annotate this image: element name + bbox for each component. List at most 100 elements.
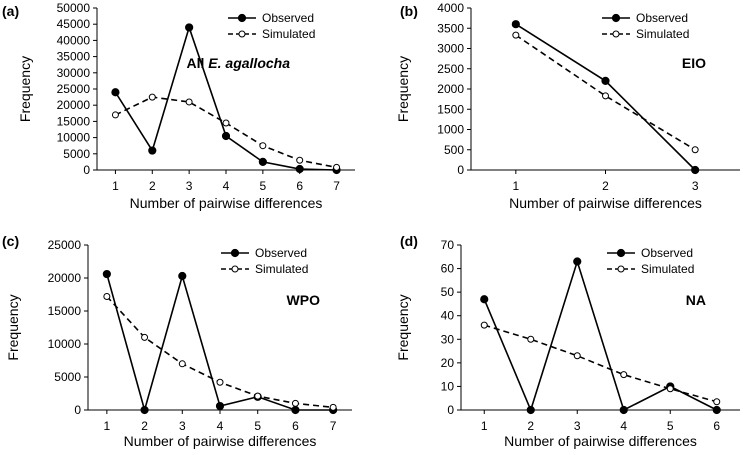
y-axis-label: Frequency <box>5 294 21 360</box>
chart-panel-3: (c) 0 5000 10000 15000 20000 25000 1 2 3 4 5 6 7 Numbe… <box>2 233 352 449</box>
annotation-text: EIO <box>682 55 706 71</box>
legend-label: Simulated <box>255 262 308 276</box>
y-tick-label: 60 <box>441 262 455 276</box>
y-tick-label: 25000 <box>57 82 91 96</box>
x-axis-label: Number of pairwise differences <box>509 195 702 211</box>
y-tick-label: 20000 <box>48 271 82 285</box>
chart-panel-2: (b) 0 500 1000 1500 2000 2500 3000 3500 4000 1 2 3 Nu… <box>395 1 740 211</box>
panel-label: (d) <box>400 233 418 249</box>
legend-label: Simulated <box>262 27 315 41</box>
observed-data-point <box>691 165 700 175</box>
legend-swatch-marker <box>612 30 620 38</box>
y-axis-label: Frequency <box>17 56 33 122</box>
observed-data-point <box>573 257 582 266</box>
simulated-data-point <box>111 111 119 119</box>
x-axis-label: Number of pairwise differences <box>130 195 323 211</box>
observed-data-point <box>185 23 194 32</box>
panel-annotation: EIO <box>682 55 706 71</box>
legend-label: Simulated <box>636 27 689 41</box>
simulated-data-point <box>573 352 581 360</box>
x-tick-label: 7 <box>333 179 340 193</box>
y-tick-label: 0 <box>83 163 90 177</box>
observed-series-line <box>483 258 718 413</box>
legend-label: Observed <box>255 246 307 260</box>
x-tick-label: 1 <box>481 419 488 433</box>
simulated-series-line <box>106 295 334 409</box>
panel-annotation: NA <box>686 292 706 308</box>
simulated-data-point <box>254 392 262 400</box>
annotation-text: NA <box>686 292 706 308</box>
y-tick-label: 10000 <box>57 131 91 145</box>
chart-panel-1: (a) 0 5000 10000 15000 20000 25000 30000 35000 40… <box>2 1 355 211</box>
y-tick-label: 70 <box>441 238 455 252</box>
simulated-data-point <box>691 146 699 154</box>
simulated-data-point <box>296 156 304 164</box>
legend-swatch-marker <box>611 13 621 23</box>
simulated-data-point <box>291 399 299 407</box>
y-tick-label: 30000 <box>57 66 91 80</box>
simulated-data-point <box>480 321 488 329</box>
simulated-data-point <box>713 398 721 406</box>
x-tick-label: 6 <box>713 419 720 433</box>
x-tick-label: 5 <box>667 419 674 433</box>
legend-swatch-marker <box>238 30 246 38</box>
y-tick-label: 3000 <box>437 42 464 56</box>
panel-label: (c) <box>2 233 19 249</box>
y-tick-label: 0 <box>457 163 464 177</box>
y-tick-label: 0 <box>447 403 454 417</box>
x-tick-label: 1 <box>512 179 519 193</box>
legend-swatch-marker <box>230 248 240 258</box>
x-tick-label: 2 <box>527 419 534 433</box>
x-tick-label: 6 <box>292 419 299 433</box>
y-tick-label: 1500 <box>437 102 464 116</box>
chart-panel-4: (d) 0 10 20 30 40 50 60 70 1 2 3 4 5 6 Number of pairwi… <box>395 233 740 449</box>
simulated-series-line <box>484 324 717 403</box>
simulated-data-point <box>216 378 224 386</box>
annotation-species: E. agallocha <box>208 55 290 71</box>
y-tick-label: 5000 <box>54 370 81 384</box>
y-tick-label: 35000 <box>57 50 91 64</box>
simulated-data-point <box>178 360 186 368</box>
y-tick-label: 25000 <box>48 238 82 252</box>
observed-data-point <box>178 271 187 281</box>
x-axis-label: Number of pairwise differences <box>504 433 697 449</box>
x-tick-label: 4 <box>223 179 230 193</box>
legend: Observed Simulated <box>228 11 315 41</box>
panel-annotation: WPO <box>287 292 321 308</box>
panel-label: (b) <box>400 3 418 19</box>
y-tick-label: 2500 <box>437 62 464 76</box>
y-tick-label: 1000 <box>437 123 464 137</box>
observed-data-point <box>601 76 610 86</box>
legend-label: Observed <box>636 11 688 25</box>
y-tick-label: 15000 <box>57 114 91 128</box>
x-tick-label: 2 <box>149 179 156 193</box>
x-tick-label: 3 <box>186 179 193 193</box>
x-axis-label: Number of pairwise differences <box>124 433 317 449</box>
panel-annotation: All E. agallocha <box>187 55 291 71</box>
x-tick-label: 3 <box>692 179 699 193</box>
observed-data-point <box>295 164 304 174</box>
simulated-data-point <box>527 335 535 343</box>
simulated-data-point <box>666 385 674 393</box>
simulated-data-point <box>259 142 267 150</box>
simulated-data-point <box>141 333 149 341</box>
legend-swatch-marker <box>617 265 625 273</box>
observed-data-point <box>215 401 225 411</box>
observed-data-point <box>102 269 111 279</box>
legend-label: Observed <box>641 246 693 260</box>
observed-data-point <box>258 157 267 166</box>
simulated-data-point <box>602 92 609 100</box>
y-tick-label: 5000 <box>63 147 90 161</box>
observed-data-point <box>712 405 721 415</box>
y-tick-label: 10000 <box>48 337 82 351</box>
x-tick-label: 3 <box>574 419 581 433</box>
observed-data-point <box>291 405 300 415</box>
observed-data-point <box>111 88 120 97</box>
legend-label: Observed <box>262 11 314 25</box>
y-tick-label: 15000 <box>48 304 82 318</box>
observed-data-point <box>526 405 535 415</box>
x-tick-label: 1 <box>104 419 111 433</box>
legend: Observed Simulated <box>221 246 308 276</box>
y-tick-label: 20000 <box>57 98 91 112</box>
